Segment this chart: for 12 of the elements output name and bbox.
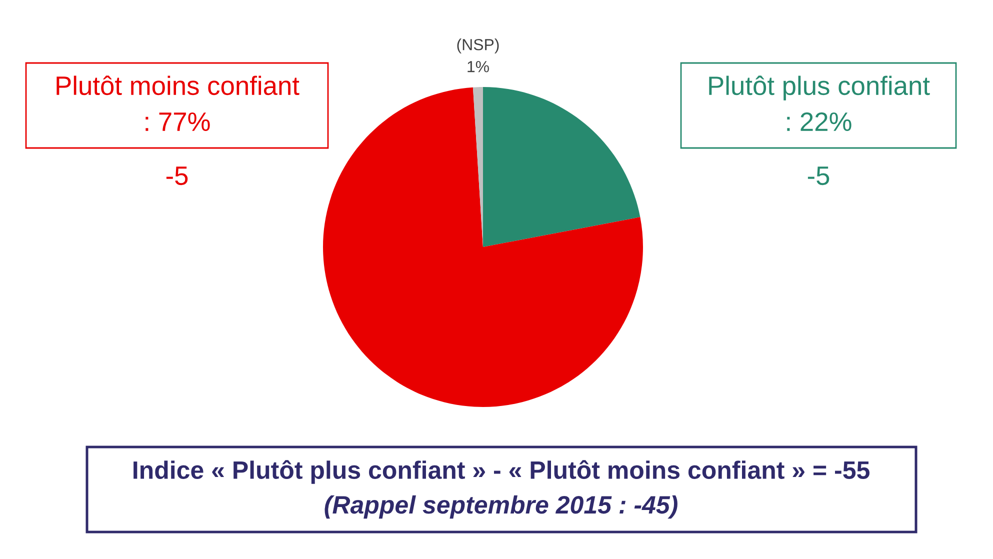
data-label: : 22% [787,112,852,131]
slice-label: Plutôt plus confiant [709,76,930,100]
data-label: : 77% [146,112,210,131]
text: -5 [808,166,830,186]
pie-slice [323,87,643,407]
slice-label: (NSP) [457,38,499,54]
data-label: 1% [468,61,489,72]
text: (Rappel septembre 2015 : -45) [324,495,678,519]
text: -5 [166,166,188,186]
slice-label: Plutôt moins confiant [56,76,300,96]
text: Indice « Plutôt plus confiant » - « Plutôt moins confiant » = -55 [134,460,870,484]
pie-slice [483,87,640,247]
